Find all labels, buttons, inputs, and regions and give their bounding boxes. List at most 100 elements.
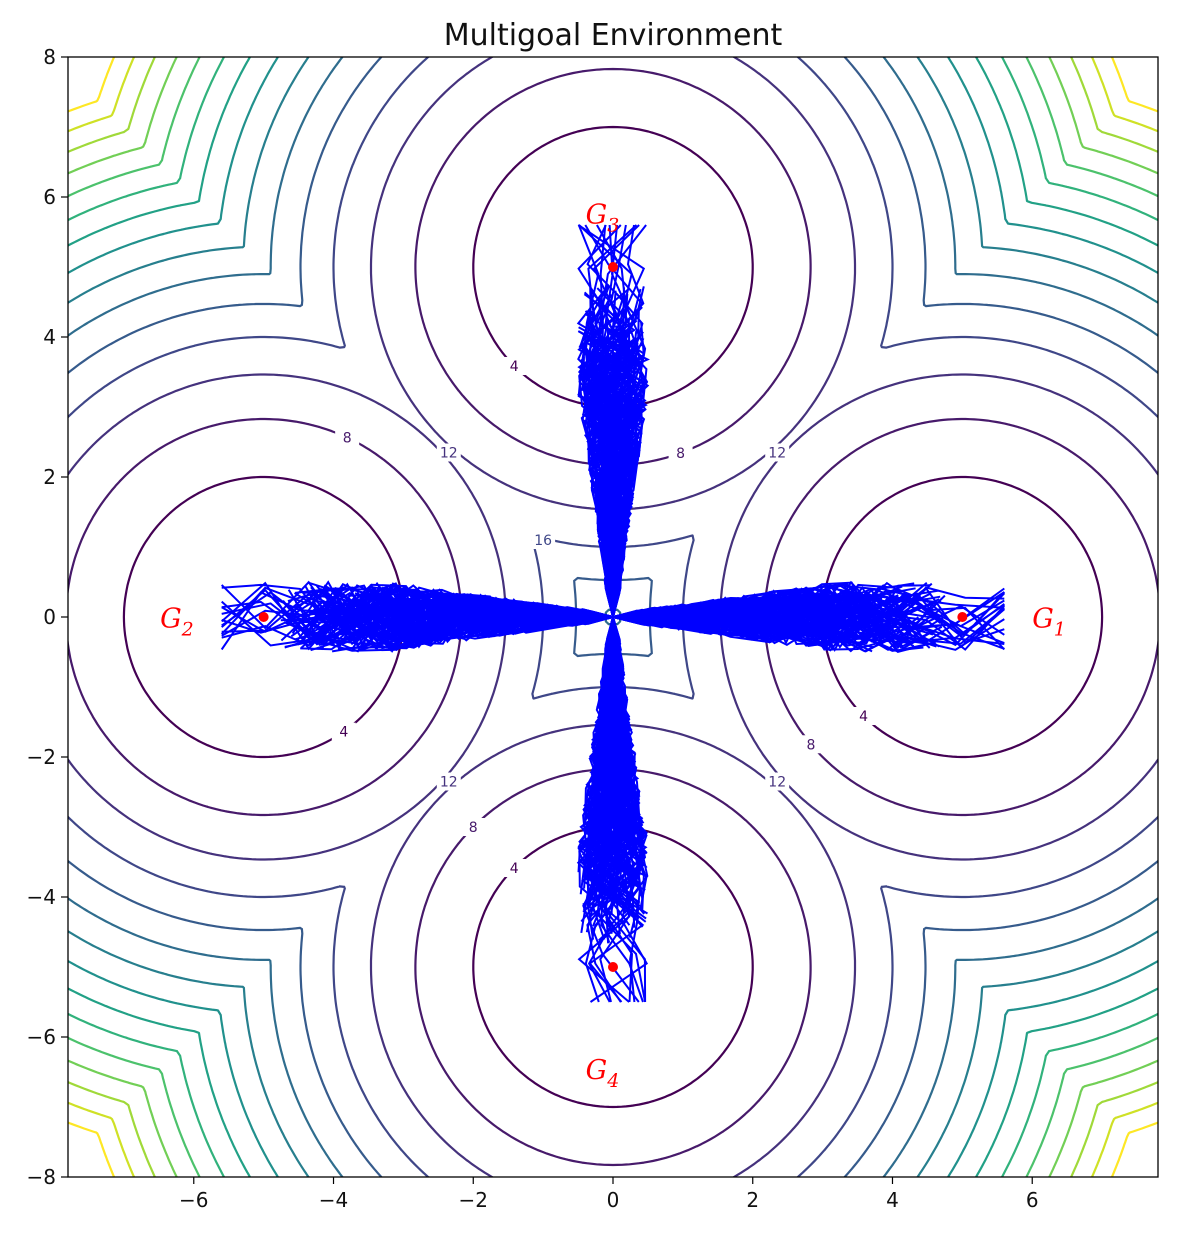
contour-label: 8 bbox=[343, 431, 352, 447]
contour-labels: 4 4 4 4 8 8 8 8 12 12 12 12 16 bbox=[331, 356, 876, 878]
trajectory bbox=[592, 358, 645, 618]
contour-level-8 bbox=[68, 67, 1158, 1167]
contour-level-44 bbox=[68, 57, 1158, 1177]
trajectory bbox=[601, 385, 642, 618]
contour-label: 4 bbox=[510, 359, 519, 375]
trajectory bbox=[612, 589, 877, 643]
y-tick-label: 2 bbox=[43, 465, 56, 489]
y-tick-label: 8 bbox=[43, 45, 56, 69]
trajectory bbox=[586, 616, 633, 1003]
trajectory bbox=[577, 224, 623, 618]
goal-label: G2 bbox=[160, 604, 194, 641]
contour-label-bg bbox=[335, 428, 360, 447]
contour-label: 8 bbox=[676, 446, 685, 462]
trajectory bbox=[296, 597, 614, 641]
x-tick-label: −4 bbox=[319, 1188, 348, 1212]
y-tick-label: −4 bbox=[27, 885, 56, 909]
goal-marker bbox=[608, 262, 618, 272]
contour-label: 8 bbox=[469, 820, 478, 836]
contour-level-32 bbox=[68, 57, 1158, 1177]
contour-label-bg bbox=[461, 818, 486, 836]
contour-level-36 bbox=[68, 57, 1158, 1177]
x-tick-label: 0 bbox=[607, 1188, 620, 1212]
x-tick-label: −2 bbox=[459, 1188, 488, 1212]
trajectory bbox=[294, 587, 614, 638]
contour-label: 12 bbox=[440, 775, 458, 791]
trajectory-lines bbox=[220, 224, 1006, 1003]
x-tick-label: −6 bbox=[179, 1188, 208, 1212]
contour-level-60 bbox=[68, 57, 1158, 1177]
contour-level-56 bbox=[68, 57, 1158, 1177]
trajectory bbox=[585, 224, 635, 618]
contour-label: 4 bbox=[510, 861, 519, 877]
contour-label: 4 bbox=[339, 725, 348, 741]
trajectory bbox=[612, 586, 921, 634]
y-tick-label: −8 bbox=[27, 1165, 56, 1189]
y-tick-label: −2 bbox=[27, 745, 56, 769]
contour-level-16 bbox=[68, 57, 1158, 1177]
contour-label-bg bbox=[502, 356, 527, 375]
trajectory bbox=[580, 616, 641, 934]
goal-label: G4 bbox=[586, 1055, 620, 1092]
goal-marker bbox=[608, 962, 618, 972]
contour-label: 8 bbox=[807, 737, 816, 753]
contour-label-bg bbox=[765, 772, 790, 791]
trajectory bbox=[330, 598, 614, 639]
contour-label-bg bbox=[798, 735, 823, 754]
contour-label: 4 bbox=[859, 709, 868, 725]
goal-label: G3 bbox=[586, 200, 620, 237]
trajectory bbox=[612, 588, 1005, 628]
contour-label-bg bbox=[765, 443, 790, 462]
y-tick-label: −6 bbox=[27, 1025, 56, 1049]
trajectory bbox=[282, 582, 614, 646]
trajectory bbox=[589, 616, 633, 876]
contour-level-4 bbox=[122, 125, 1104, 1109]
trajectory bbox=[592, 616, 623, 839]
y-axis-ticks: −8 −6 −4 −2 0 2 4 6 8 bbox=[27, 45, 68, 1189]
contour-level-52 bbox=[68, 57, 1158, 1177]
trajectory bbox=[596, 616, 647, 923]
x-axis-ticks: −6 −4 −2 0 2 4 6 bbox=[179, 1177, 1039, 1212]
trajectory bbox=[612, 608, 891, 639]
x-tick-label: 6 bbox=[1026, 1188, 1039, 1212]
contour-label-bg bbox=[436, 443, 461, 462]
goal-marker bbox=[957, 612, 968, 622]
y-tick-label: 6 bbox=[43, 185, 56, 209]
trajectory bbox=[344, 587, 614, 625]
trajectory bbox=[612, 592, 853, 636]
contour-level-40 bbox=[68, 57, 1158, 1177]
contour-label: 16 bbox=[534, 533, 552, 549]
contour-label-bg bbox=[851, 706, 876, 725]
contour-level-48 bbox=[68, 57, 1158, 1177]
trajectory bbox=[582, 616, 644, 901]
trajectory bbox=[578, 224, 633, 618]
contour-label-bg bbox=[502, 859, 527, 878]
trajectory bbox=[593, 616, 647, 920]
y-tick-label: 4 bbox=[43, 325, 56, 349]
trajectory bbox=[592, 295, 643, 618]
trajectory bbox=[612, 594, 928, 645]
x-tick-label: 2 bbox=[746, 1188, 759, 1212]
contour-label-bg bbox=[668, 444, 693, 463]
contour-label-bg bbox=[436, 772, 461, 791]
goal-marker bbox=[258, 612, 269, 622]
contour-level-20 bbox=[68, 57, 1158, 1177]
x-tick-label: 4 bbox=[886, 1188, 899, 1212]
y-tick-label: 0 bbox=[43, 605, 56, 629]
trajectory bbox=[600, 616, 638, 835]
trajectory bbox=[612, 583, 850, 629]
goal-label: G1 bbox=[1032, 604, 1066, 641]
contour-label: 12 bbox=[768, 446, 786, 462]
chart-title: Multigoal Environment bbox=[444, 18, 783, 53]
trajectory bbox=[599, 616, 634, 1003]
contour-label-bg bbox=[531, 531, 556, 549]
contour-label-bg bbox=[331, 722, 356, 741]
contour-label: 12 bbox=[440, 446, 458, 462]
contour-lines bbox=[68, 57, 1158, 1177]
contour-label: 12 bbox=[768, 775, 786, 791]
goal-markers: G1 G2 G3 G4 bbox=[160, 200, 1066, 1092]
trajectory bbox=[592, 392, 643, 618]
contour-level-28 bbox=[68, 57, 1158, 1177]
contour-level-24 bbox=[68, 57, 1158, 1177]
